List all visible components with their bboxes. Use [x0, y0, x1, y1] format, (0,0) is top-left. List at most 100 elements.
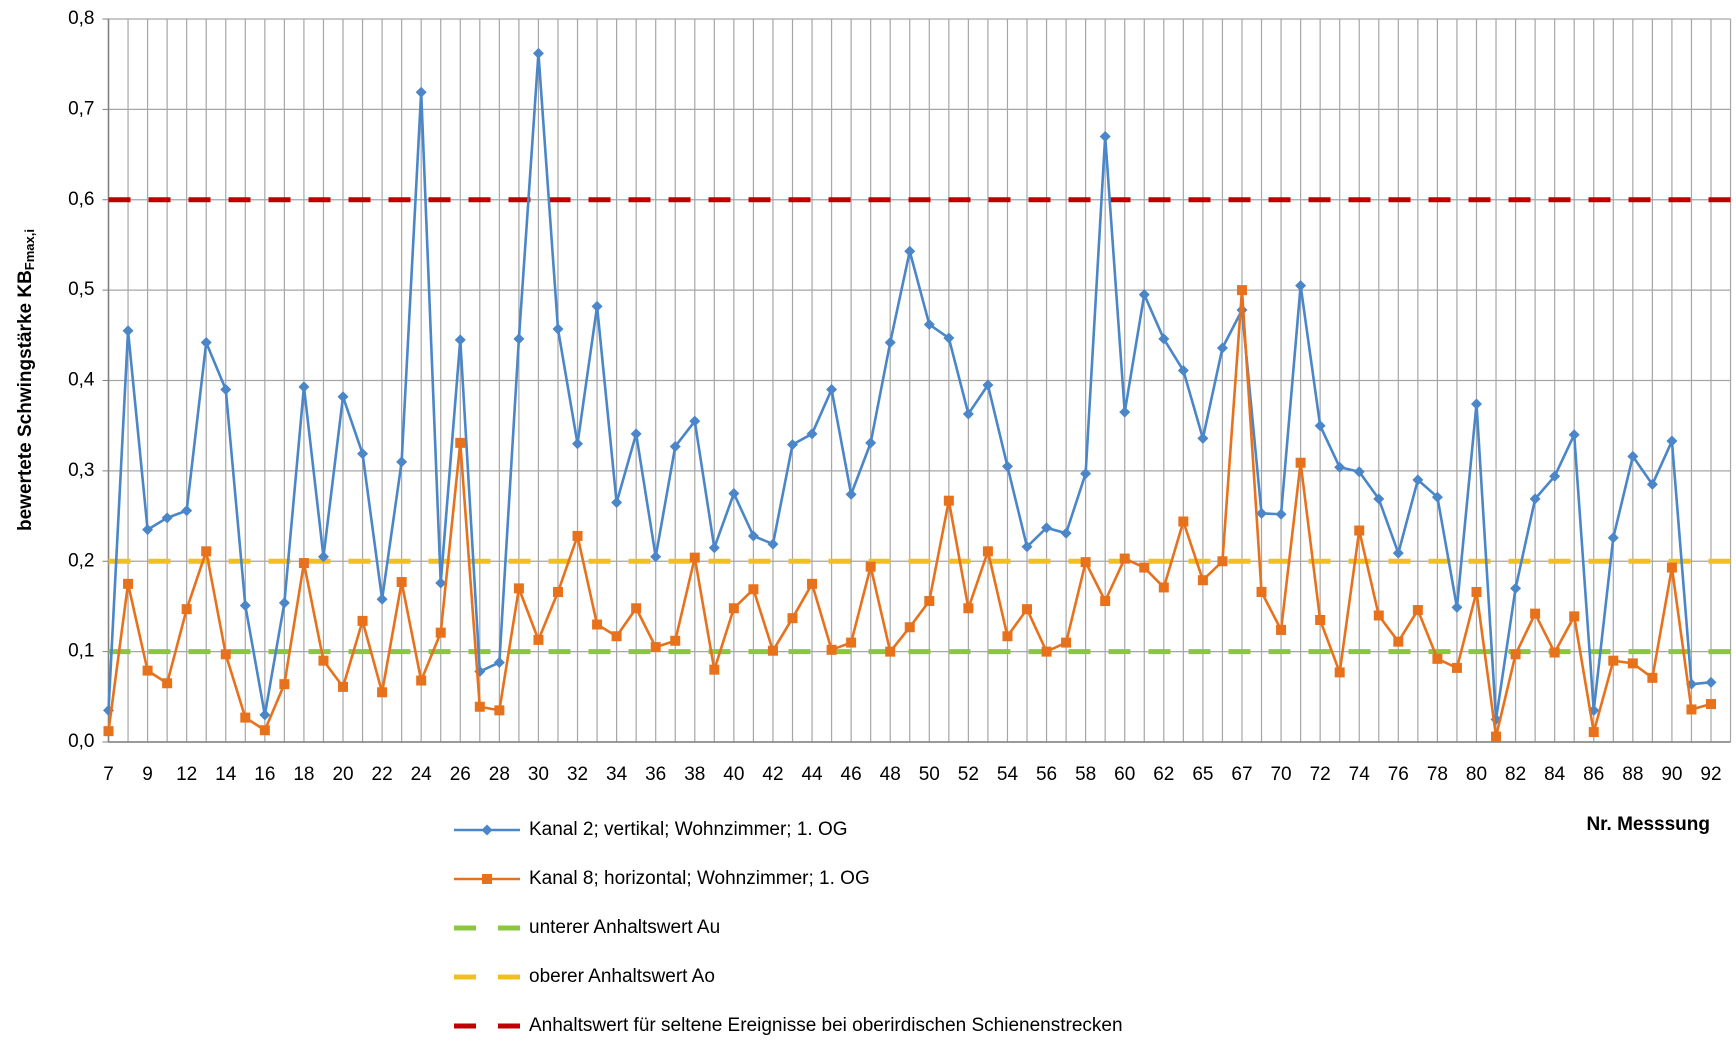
- marker: [1178, 516, 1189, 527]
- marker: [357, 448, 369, 460]
- x-tick-label: 18: [293, 764, 314, 785]
- marker: [317, 551, 329, 563]
- marker: [650, 551, 662, 563]
- marker: [1647, 672, 1658, 683]
- marker: [259, 725, 270, 736]
- marker: [396, 456, 408, 468]
- marker: [142, 524, 154, 536]
- marker: [1491, 731, 1502, 742]
- marker: [1549, 470, 1561, 482]
- marker: [1216, 342, 1228, 354]
- marker: [494, 705, 505, 716]
- x-tick-label: 38: [684, 764, 705, 785]
- marker: [220, 649, 231, 660]
- marker: [884, 337, 896, 349]
- y-axis-label: bewertete Schwingstärke KBFmax,i: [15, 229, 37, 531]
- x-tick-label: 32: [567, 764, 588, 785]
- marker: [748, 584, 759, 595]
- x-tick-label: 9: [142, 764, 153, 785]
- marker: [181, 604, 192, 615]
- marker: [728, 487, 740, 499]
- marker: [1080, 557, 1091, 568]
- marker: [846, 637, 857, 648]
- x-tick-label: 70: [1270, 764, 1291, 785]
- marker: [1177, 365, 1189, 377]
- marker: [1119, 406, 1131, 418]
- x-tick-label: 86: [1583, 764, 1604, 785]
- marker: [123, 578, 134, 589]
- marker: [1061, 637, 1072, 648]
- legend-label: unterer Anhaltswert Au: [529, 917, 720, 938]
- marker: [455, 437, 466, 448]
- marker: [1530, 608, 1541, 619]
- marker: [552, 323, 564, 335]
- x-tick-label: 40: [723, 764, 744, 785]
- marker: [982, 379, 994, 391]
- x-tick-label: 72: [1310, 764, 1331, 785]
- x-tick-label: 78: [1427, 764, 1448, 785]
- marker: [1236, 285, 1247, 296]
- marker: [1392, 547, 1404, 559]
- marker: [1431, 491, 1443, 503]
- marker: [943, 332, 955, 344]
- marker: [1666, 435, 1678, 447]
- marker: [1432, 653, 1443, 664]
- marker: [1529, 493, 1541, 505]
- marker: [240, 712, 251, 723]
- marker: [1217, 556, 1228, 567]
- marker: [630, 428, 642, 440]
- x-tick-label: 12: [176, 764, 197, 785]
- x-tick-label: 44: [801, 764, 823, 785]
- marker: [142, 665, 153, 676]
- x-tick-label: 7: [103, 764, 114, 785]
- x-tick-label: 82: [1505, 764, 1526, 785]
- marker: [670, 635, 681, 646]
- marker: [298, 381, 310, 393]
- marker: [1080, 468, 1092, 480]
- x-tick-label: 36: [645, 764, 666, 785]
- marker: [201, 546, 212, 557]
- y-tick-label: 0,1: [68, 641, 94, 662]
- x-tick-label: 90: [1661, 764, 1682, 785]
- marker: [669, 440, 681, 452]
- marker: [747, 530, 759, 542]
- marker: [1001, 460, 1013, 472]
- marker: [924, 596, 935, 607]
- marker: [200, 337, 212, 349]
- legend-label: Kanal 2; vertikal; Wohnzimmer; 1. OG: [529, 819, 848, 840]
- marker: [1588, 727, 1599, 738]
- y-tick-label: 0,8: [68, 8, 94, 29]
- y-tick-label: 0,3: [68, 460, 94, 481]
- x-tick-label: 74: [1349, 764, 1371, 785]
- x-tick-label: 54: [997, 764, 1019, 785]
- marker: [1412, 605, 1423, 616]
- marker: [1568, 429, 1580, 441]
- marker: [220, 384, 232, 396]
- marker: [279, 679, 290, 690]
- marker: [415, 86, 427, 98]
- marker: [1608, 655, 1619, 666]
- marker: [845, 488, 857, 500]
- marker: [1686, 704, 1697, 715]
- marker: [318, 655, 329, 666]
- y-tick-label: 0,5: [68, 279, 94, 300]
- marker: [806, 428, 818, 440]
- x-tick-label: 14: [215, 764, 237, 785]
- marker: [533, 634, 544, 645]
- x-tick-label: 62: [1153, 764, 1174, 785]
- marker: [376, 593, 388, 605]
- marker: [1119, 553, 1130, 564]
- marker: [162, 678, 173, 689]
- marker: [357, 615, 368, 626]
- marker: [1276, 624, 1287, 635]
- marker: [923, 318, 935, 330]
- marker: [1569, 611, 1580, 622]
- x-tick-label: 50: [919, 764, 940, 785]
- marker: [1295, 457, 1306, 468]
- marker: [962, 408, 974, 420]
- marker: [474, 701, 485, 712]
- x-tick-label: 88: [1622, 764, 1643, 785]
- legend-label: Kanal 8; horizontal; Wohnzimmer; 1. OG: [529, 868, 870, 889]
- y-tick-label: 0,0: [68, 731, 94, 752]
- marker: [259, 709, 271, 721]
